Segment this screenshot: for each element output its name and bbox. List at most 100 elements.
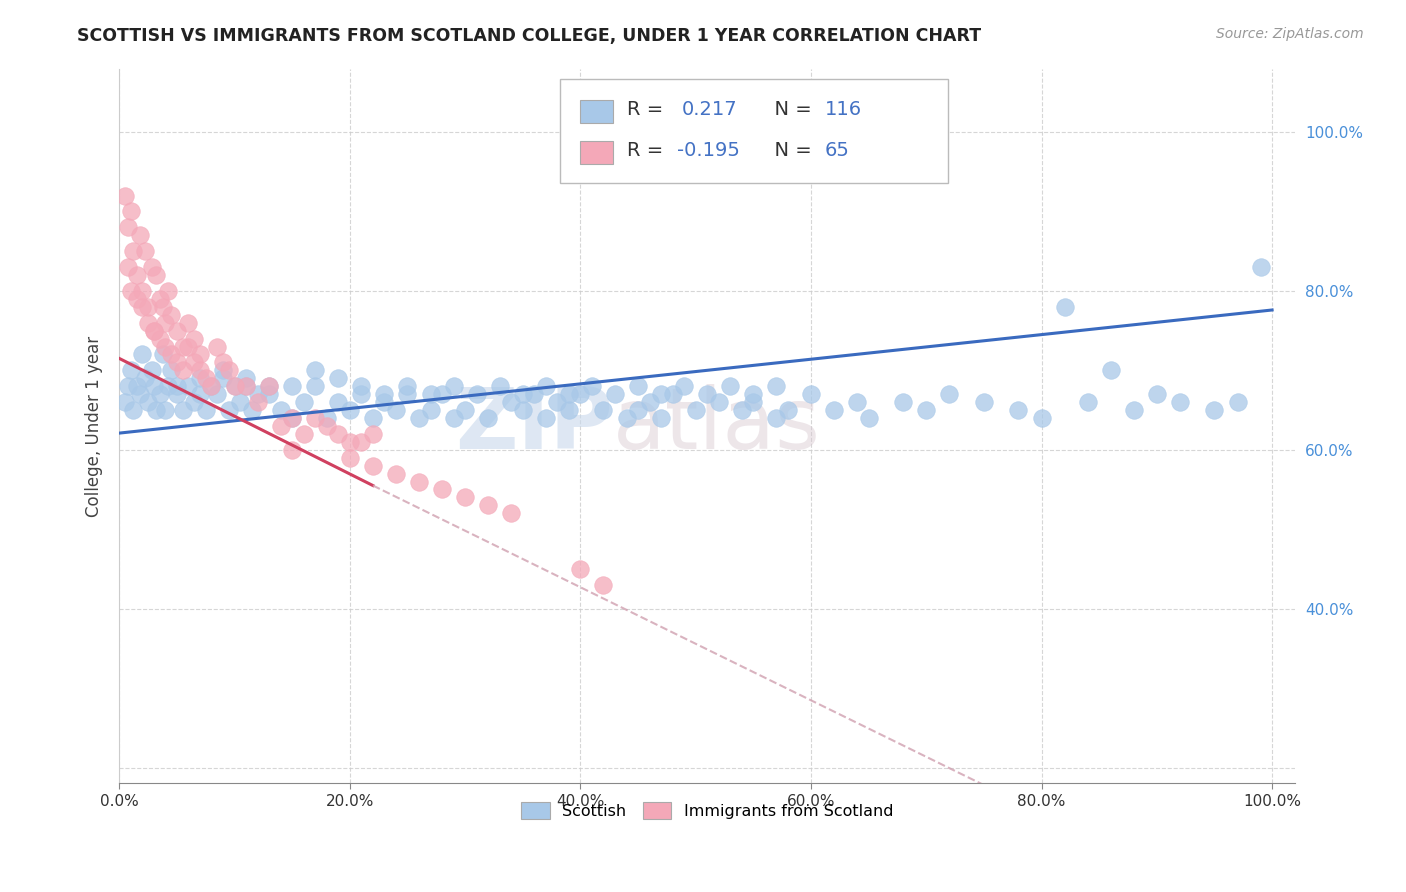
Point <box>142 324 165 338</box>
FancyBboxPatch shape <box>581 141 613 163</box>
Point <box>145 403 167 417</box>
Text: R =: R = <box>627 101 676 120</box>
Point <box>512 387 534 401</box>
Point <box>125 292 148 306</box>
Point <box>212 363 235 377</box>
Point <box>627 379 650 393</box>
Point <box>685 403 707 417</box>
Point <box>569 387 592 401</box>
Point <box>419 387 441 401</box>
Point <box>281 411 304 425</box>
Point <box>160 347 183 361</box>
Point <box>292 426 315 441</box>
Point <box>183 355 205 369</box>
Legend: Scottish, Immigrants from Scotland: Scottish, Immigrants from Scotland <box>515 796 900 825</box>
Point <box>141 363 163 377</box>
Text: 116: 116 <box>825 101 862 120</box>
Point <box>155 316 177 330</box>
Point <box>160 308 183 322</box>
Point <box>1031 411 1053 425</box>
Point <box>350 387 373 401</box>
Point <box>235 371 257 385</box>
Point <box>235 379 257 393</box>
Point <box>650 387 672 401</box>
Point <box>246 387 269 401</box>
Point <box>373 387 395 401</box>
Point <box>166 379 188 393</box>
Point <box>117 260 139 274</box>
Point <box>218 363 240 377</box>
Text: SCOTTISH VS IMMIGRANTS FROM SCOTLAND COLLEGE, UNDER 1 YEAR CORRELATION CHART: SCOTTISH VS IMMIGRANTS FROM SCOTLAND COL… <box>77 27 981 45</box>
Point <box>1250 260 1272 274</box>
Point <box>558 387 581 401</box>
Point <box>194 371 217 385</box>
Point <box>131 347 153 361</box>
Point <box>731 403 754 417</box>
Point <box>177 379 200 393</box>
Point <box>501 506 523 520</box>
Point <box>1146 387 1168 401</box>
Point <box>270 403 292 417</box>
Point <box>304 379 326 393</box>
Point <box>465 387 488 401</box>
Point <box>155 403 177 417</box>
Point <box>257 387 280 401</box>
Point <box>823 403 845 417</box>
Point <box>581 379 603 393</box>
Point <box>1226 395 1249 409</box>
Y-axis label: College, Under 1 year: College, Under 1 year <box>86 335 103 516</box>
Point <box>125 268 148 282</box>
Point <box>136 395 159 409</box>
Point <box>385 403 408 417</box>
Point <box>315 419 337 434</box>
Point <box>183 332 205 346</box>
Point <box>141 260 163 274</box>
Point <box>488 379 510 393</box>
Text: R =: R = <box>627 141 669 161</box>
Point <box>1122 403 1144 417</box>
Point <box>430 483 453 497</box>
Text: 65: 65 <box>825 141 849 161</box>
Text: atlas: atlas <box>613 384 821 467</box>
Point <box>891 395 914 409</box>
Point <box>281 442 304 457</box>
Point <box>592 578 614 592</box>
Point <box>188 363 211 377</box>
Point <box>973 395 995 409</box>
Point <box>373 395 395 409</box>
Point <box>523 387 546 401</box>
Point <box>707 395 730 409</box>
Point <box>765 411 787 425</box>
Point <box>396 379 419 393</box>
Point <box>1077 395 1099 409</box>
Point <box>172 363 194 377</box>
Point <box>145 268 167 282</box>
Point <box>114 395 136 409</box>
Point <box>742 395 765 409</box>
Point <box>166 324 188 338</box>
Point <box>207 387 229 401</box>
Point <box>361 426 384 441</box>
Point <box>339 434 361 449</box>
Point <box>136 300 159 314</box>
Point <box>1053 300 1076 314</box>
Point <box>477 499 499 513</box>
Point <box>166 387 188 401</box>
Point <box>188 387 211 401</box>
Point <box>534 411 557 425</box>
Text: N =: N = <box>762 141 818 161</box>
Point <box>134 371 156 385</box>
Point <box>430 387 453 401</box>
Point <box>650 411 672 425</box>
Point <box>281 379 304 393</box>
Point <box>166 355 188 369</box>
Point <box>361 411 384 425</box>
Point <box>718 379 741 393</box>
Point <box>257 379 280 393</box>
Point <box>172 403 194 417</box>
Point <box>188 371 211 385</box>
Point <box>742 387 765 401</box>
Point <box>776 403 799 417</box>
Point <box>235 379 257 393</box>
Point <box>156 284 179 298</box>
